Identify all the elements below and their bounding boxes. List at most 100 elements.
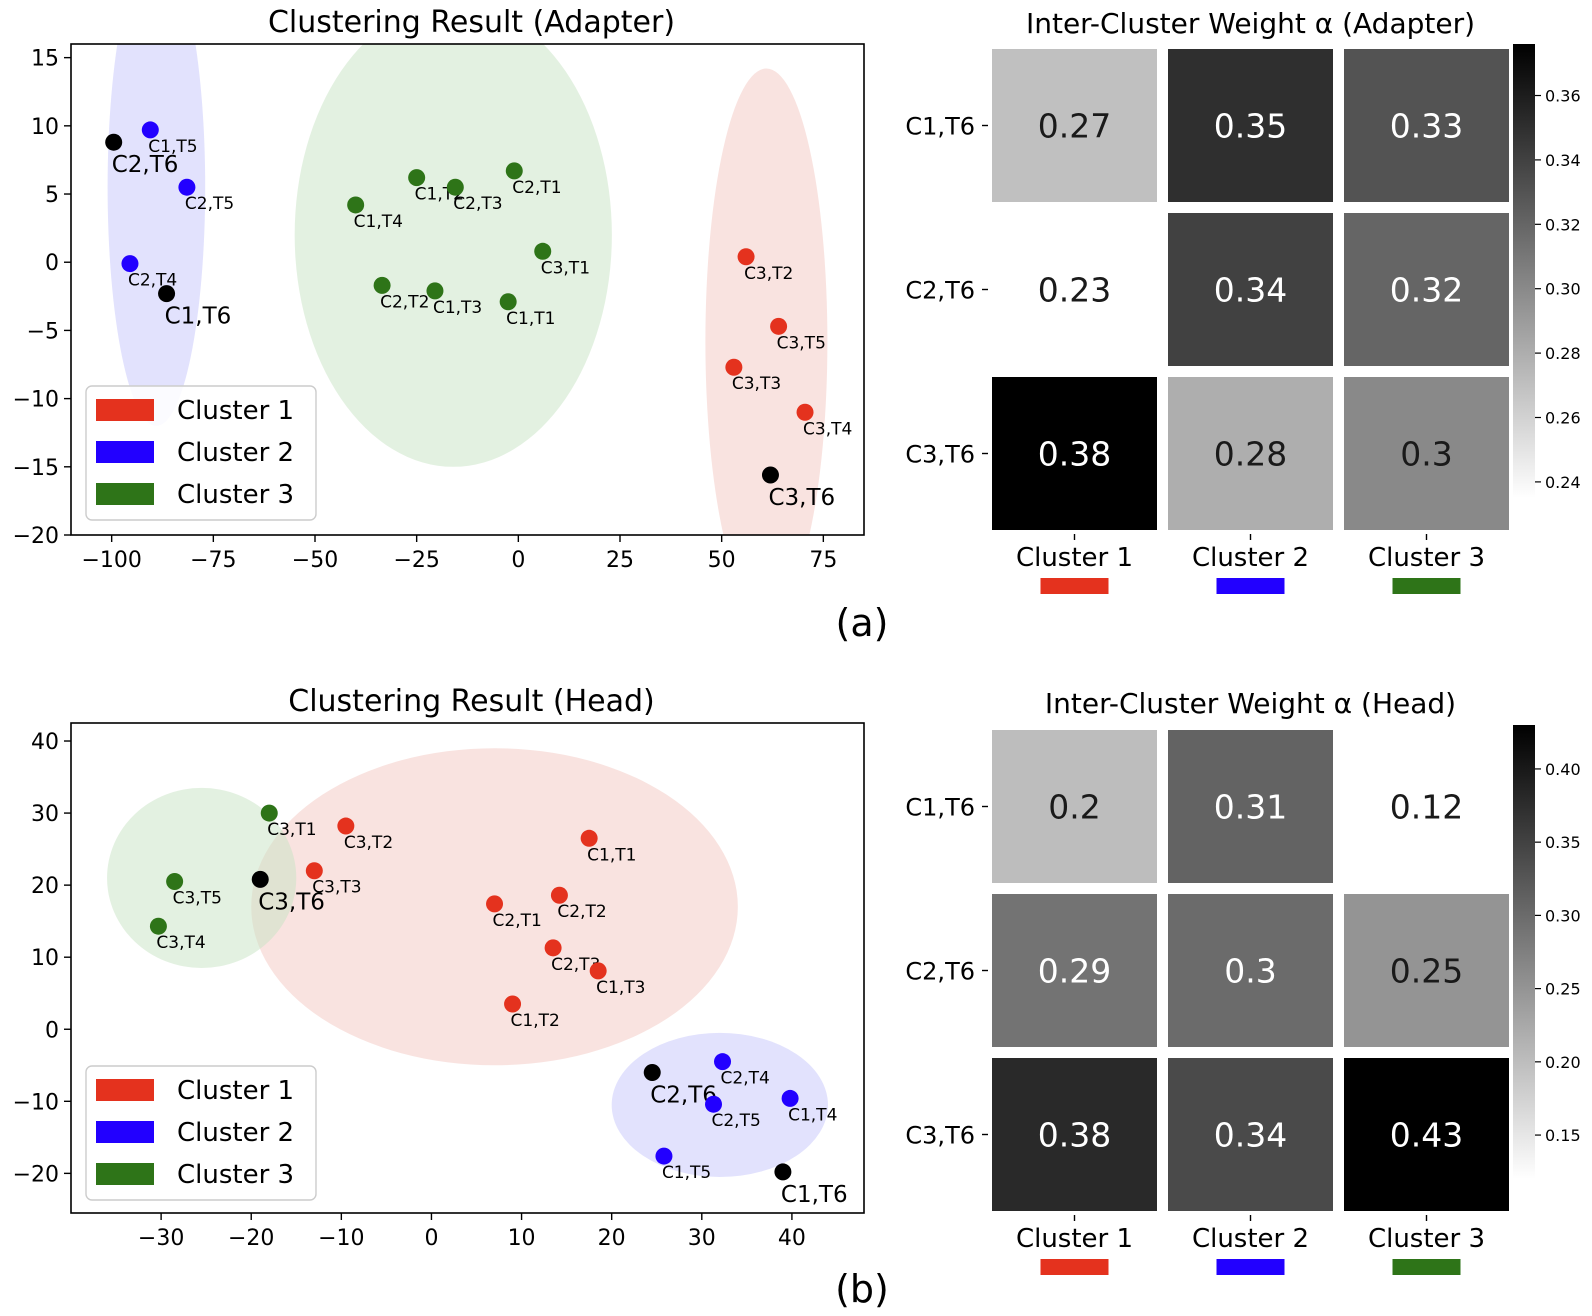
legend-swatch-cluster-3 bbox=[96, 1163, 154, 1185]
heatmap-cell-label: 0.29 bbox=[1038, 952, 1111, 991]
heatmap-cell-label: 0.38 bbox=[1038, 435, 1111, 474]
cluster-region-2 bbox=[107, 44, 206, 426]
data-point-label: C1,T4 bbox=[354, 212, 403, 232]
data-point bbox=[534, 242, 552, 260]
heatmap-cell-label: 0.33 bbox=[1390, 107, 1463, 146]
x-tick-label: 0 bbox=[511, 548, 525, 573]
y-tick-label: 0 bbox=[45, 251, 59, 276]
heatmap-cell-label: 0.3 bbox=[1224, 952, 1276, 991]
colorbar bbox=[1513, 44, 1535, 498]
data-point-label: C3,T3 bbox=[312, 878, 361, 898]
data-point-label: C1,T3 bbox=[433, 298, 482, 318]
heatmap-row-label: C1,T6 bbox=[905, 113, 975, 141]
data-point bbox=[251, 870, 269, 888]
colorbar-tick-label: 0.35 bbox=[1545, 833, 1581, 852]
data-point-label: C2,T2 bbox=[380, 292, 429, 312]
y-tick-label: 40 bbox=[31, 730, 59, 755]
legend-label: Cluster 2 bbox=[177, 438, 294, 468]
data-point-label: C1,T2 bbox=[511, 1011, 560, 1031]
data-point-label: C3,T2 bbox=[344, 833, 393, 853]
y-tick-label: 10 bbox=[31, 946, 59, 971]
data-point bbox=[505, 162, 523, 180]
heatmap-cell bbox=[1168, 894, 1333, 1047]
heatmap-col-label: Cluster 3 bbox=[1368, 1224, 1485, 1254]
data-point-label: C3,T1 bbox=[541, 258, 590, 278]
heatmap-cell bbox=[992, 49, 1157, 202]
heatmap-cell bbox=[992, 894, 1157, 1047]
heatmap-cell-label: 0.27 bbox=[1038, 107, 1111, 146]
data-point bbox=[121, 255, 139, 273]
data-point-label: C2,T4 bbox=[721, 1069, 770, 1089]
y-tick-label: 10 bbox=[31, 115, 59, 140]
heatmap-cell bbox=[1344, 377, 1509, 530]
colorbar bbox=[1513, 725, 1535, 1179]
data-point-label: C2,T1 bbox=[493, 911, 542, 931]
data-point bbox=[373, 276, 391, 294]
heatmap-col-swatch-cluster-1 bbox=[1040, 578, 1109, 594]
scatter-chart-0: Clustering Result (Adapter)−100 −75 −50 −25… bbox=[13, 5, 865, 573]
cluster-regions bbox=[107, 44, 828, 535]
x-tick-label: 20 bbox=[598, 1226, 626, 1251]
heatmap-cell bbox=[1168, 1058, 1333, 1211]
data-point bbox=[337, 817, 355, 835]
heatmap-row-label: C3,T6 bbox=[905, 441, 975, 469]
data-point bbox=[737, 248, 755, 266]
colorbar-tick-label: 0.30 bbox=[1545, 280, 1581, 299]
y-tick-label: −5 bbox=[27, 319, 59, 344]
x-tick-label: 10 bbox=[508, 1226, 536, 1251]
heatmap-cell bbox=[992, 213, 1157, 366]
heatmap-cell bbox=[992, 1058, 1157, 1211]
y-tick-label: 15 bbox=[31, 47, 59, 72]
data-point-label: C3,T6 bbox=[258, 889, 325, 915]
data-point bbox=[761, 466, 779, 484]
data-point bbox=[643, 1063, 661, 1081]
cluster-region-1 bbox=[705, 68, 828, 535]
heatmap-cell-label: 0.38 bbox=[1038, 1116, 1111, 1155]
data-point-label: C3,T1 bbox=[267, 820, 316, 840]
legend-swatch-cluster-1 bbox=[96, 399, 154, 421]
heatmap-col-swatch-cluster-3 bbox=[1392, 1259, 1461, 1275]
heatmap-cell bbox=[1344, 49, 1509, 202]
cluster-region-3 bbox=[294, 44, 612, 467]
data-point-label: C3,T6 bbox=[768, 485, 835, 511]
data-point-label: C3,T3 bbox=[732, 374, 781, 394]
heatmap-col-swatch-cluster-2 bbox=[1216, 1259, 1285, 1275]
x-tick-label: 40 bbox=[778, 1226, 806, 1251]
data-point bbox=[166, 873, 184, 891]
colorbar-tick-label: 0.34 bbox=[1545, 151, 1581, 170]
heatmap-cell bbox=[1168, 213, 1333, 366]
heatmap-cell bbox=[1344, 213, 1509, 366]
heatmap-chart-1: Inter-Cluster Weight α (Adapter) 0.27 0.35… bbox=[905, 7, 1581, 594]
legend-label: Cluster 2 bbox=[177, 1118, 294, 1148]
colorbar-tick-label: 0.26 bbox=[1545, 409, 1581, 428]
heatmap-cell bbox=[1344, 730, 1509, 883]
heatmap-row-label: C3,T6 bbox=[905, 1122, 975, 1150]
data-point bbox=[305, 862, 323, 880]
scatter-chart-2: Clustering Result (Head) −30 −20 −10 0 10 20 30… bbox=[13, 684, 865, 1251]
data-point bbox=[655, 1147, 673, 1165]
heatmap-title: Inter-Cluster Weight α (Adapter) bbox=[1026, 7, 1475, 40]
data-point-label: C3,T5 bbox=[777, 333, 826, 353]
data-point bbox=[705, 1095, 723, 1113]
panel-label-b: (b) bbox=[835, 1267, 889, 1311]
x-tick-label: −10 bbox=[318, 1226, 364, 1251]
plot-frame bbox=[70, 722, 865, 1214]
heatmap-cell-label: 0.35 bbox=[1214, 107, 1287, 146]
y-tick-label: −10 bbox=[13, 388, 59, 413]
data-point bbox=[178, 178, 196, 196]
heatmap-col-swatch-cluster-2 bbox=[1216, 578, 1285, 594]
heatmap-col-swatch-cluster-3 bbox=[1392, 578, 1461, 594]
data-point-label: C1,T4 bbox=[788, 1105, 837, 1125]
data-point-label: C3,T4 bbox=[156, 933, 205, 953]
heatmap-row-label: C2,T6 bbox=[905, 277, 975, 305]
data-point-label: C2,T6 bbox=[112, 152, 179, 178]
panel-label-a: (a) bbox=[836, 601, 889, 645]
x-tick-label: 25 bbox=[606, 548, 634, 573]
heatmap-cell bbox=[1168, 377, 1333, 530]
heatmap-title: Inter-Cluster Weight α (Head) bbox=[1045, 687, 1456, 720]
data-point bbox=[580, 829, 598, 847]
x-tick-label: −20 bbox=[228, 1226, 274, 1251]
heatmap-cell-label: 0.34 bbox=[1214, 271, 1287, 310]
legend-swatch-cluster-2 bbox=[96, 441, 154, 463]
data-point bbox=[550, 886, 568, 904]
